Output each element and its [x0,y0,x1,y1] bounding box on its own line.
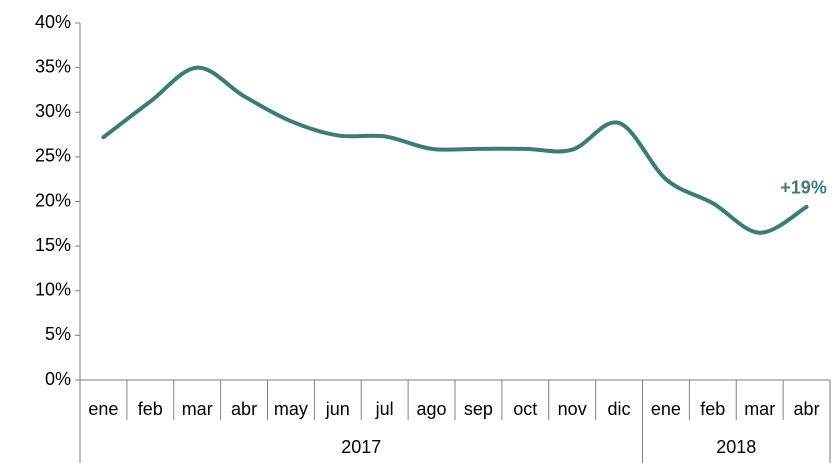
x-tick-label: may [274,399,308,419]
y-tick-label: 40% [35,12,71,32]
y-tick-label: 10% [35,280,71,300]
annotation: +19% [780,178,827,198]
group-label: 2017 [341,437,381,457]
y-tick-label: 0% [45,369,71,389]
x-tick-label: abr [231,399,257,419]
y-tick-label: 25% [35,146,71,166]
y-tick-label: 20% [35,190,71,210]
x-tick-label: sep [464,399,493,419]
x-tick-label: nov [558,399,587,419]
y-tick-label: 5% [45,324,71,344]
x-tick-label: ene [651,399,681,419]
x-tick-label: oct [513,399,537,419]
y-tick-label: 30% [35,101,71,121]
x-tick-label: ago [417,399,447,419]
x-tick-label: abr [794,399,820,419]
series-line [101,65,809,235]
x-tick-label: mar [182,399,213,419]
x-tick-label: jul [375,399,394,419]
x-tick-label: feb [700,399,725,419]
y-tick-label: 35% [35,56,71,76]
x-tick-label: feb [138,399,163,419]
x-tick-label: ene [88,399,118,419]
y-tick-label: 15% [35,235,71,255]
x-tick-label: jun [325,399,350,419]
group-label: 2018 [716,437,756,457]
x-tick-label: dic [608,399,631,419]
x-tick-label: mar [744,399,775,419]
